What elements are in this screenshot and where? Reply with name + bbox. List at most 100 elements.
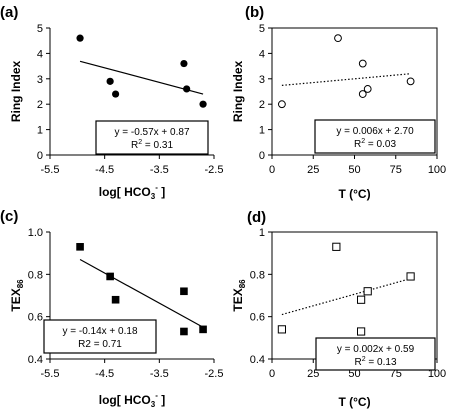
x-tick-label: 25 [307,164,319,176]
data-point [180,59,188,68]
x-tick-label: -3.5 [150,368,169,380]
y-tick-label: 2 [259,99,265,111]
y-axis-label-part-1: 86 [16,279,25,288]
data-point [111,295,120,304]
x-tick-label: -5.5 [41,164,60,176]
x-tick-label: -5.5 [41,368,60,380]
x-tick-label: 50 [348,368,360,380]
x-tick-label: 100 [428,164,446,176]
y-tick-label: 4 [259,48,265,60]
data-point [76,34,84,42]
data-point [199,325,207,334]
y-tick-label: 5 [259,23,265,35]
y-axis-label: TEX86 [231,279,247,312]
x-tick-label: -4.5 [95,368,114,380]
data-point [199,100,207,108]
data-point [332,242,341,251]
r-squared-part-2: = 0.31 [142,140,173,151]
r-squared: R2 = 0.13 [355,356,397,368]
trendline-equation: y = 0.006x + 2.70 [336,126,414,137]
data-point [357,295,366,304]
r-squared: R2 = 0.03 [354,138,396,150]
r-squared: R2 = 0.31 [131,139,173,151]
r-squared-part-1: 2 [138,139,142,146]
trendline [281,73,411,87]
r-squared-part-0: R [355,357,362,368]
equation-box [43,319,157,354]
data-point [358,59,367,68]
y-tick-label: 0.4 [250,354,265,366]
data-point [363,287,372,296]
y-tick-label: 0.8 [28,269,43,281]
y-axis-label-part-1: 86 [238,279,247,288]
y-tick-label: 2 [37,99,43,111]
x-axis-label-part-2: - [155,391,158,400]
trendline-equation: y = -0.14x + 0.18 [62,326,137,337]
r-squared-part-0: R [131,140,138,151]
trendline [79,60,204,95]
x-tick-label: 100 [428,368,446,380]
trendline [79,258,204,328]
panel-label: (d) [247,209,266,226]
data-point [406,77,415,86]
y-tick-label: 4 [37,48,43,60]
y-tick-label: 0.6 [250,312,265,324]
panel-label: (b) [245,4,264,21]
x-axis-label-part-3: ] [158,185,165,199]
x-axis-label-part-0: log[ HCO [99,393,151,407]
data-point [277,325,286,334]
x-tick-label: 50 [348,164,360,176]
x-axis-label-part-1: 3 [151,192,156,201]
y-axis-label: Ring Index [9,61,23,123]
y-tick-label: 0.4 [28,354,43,366]
x-tick-label: -2.5 [205,368,224,380]
y-tick-label: 0 [37,150,43,162]
x-axis-label: log[ HCO3- ] [99,391,165,409]
y-axis-label-part-0: TEX [231,288,245,311]
panel-label: (a) [0,4,18,21]
r-squared-part-2: = 0.13 [366,357,397,368]
x-axis-label-part-3: ] [158,393,165,407]
y-tick-label: 1 [259,227,265,239]
y-tick-label: 3 [37,74,43,86]
trendline [281,277,411,316]
x-tick-label: 0 [269,368,275,380]
y-tick-label: 0.6 [28,312,43,324]
y-tick-label: 5 [37,23,43,35]
y-tick-label: 0.8 [250,269,265,281]
data-point [76,243,84,251]
y-tick-label: 0 [259,150,265,162]
data-point [106,77,114,85]
r-squared-part-0: R [354,139,361,150]
x-tick-label: -4.5 [95,164,114,176]
y-axis-label-part-0: TEX [9,288,23,311]
x-axis-label-part-2: - [155,183,158,192]
x-axis-label: log[ HCO3- ] [99,183,165,201]
equation-box [315,337,436,371]
x-axis-label: T (°C) [338,395,370,409]
data-point [358,90,367,98]
data-point [334,34,342,43]
data-point [180,327,188,336]
x-axis-label: T (°C) [338,187,370,201]
y-axis-label: Ring Index [231,61,245,123]
data-point [112,90,120,98]
y-tick-label: 1.0 [28,227,43,239]
x-axis-label-part-1: 3 [151,400,156,409]
panel-d: 0.4 0.6 0.8 1 0 25 50 75 100 (d) T (°C) TEX86 y = 0.… [231,209,446,409]
r-squared-part-1: 2 [361,138,365,145]
data-point [357,327,366,336]
data-point [406,272,415,281]
data-point [363,85,372,93]
x-tick-label: 25 [307,368,319,380]
r-squared-part-2: = 0.03 [365,139,396,150]
data-point [278,100,286,109]
x-tick-label: -3.5 [150,164,169,176]
r-squared-part-1: 2 [362,356,366,363]
trendline-equation: y = -0.57x + 0.87 [114,127,189,138]
trendline-equation: y = 0.002x + 0.59 [337,344,415,355]
y-tick-label: 1 [37,125,43,137]
